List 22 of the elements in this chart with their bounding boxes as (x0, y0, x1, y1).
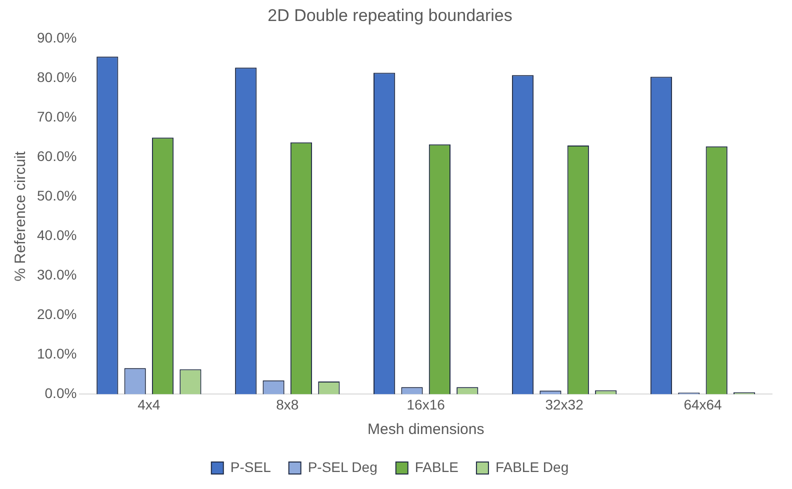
y-tick-label: 20.0% (36, 306, 77, 322)
legend-label: P-SEL Deg (308, 458, 378, 475)
y-tick-label: 70.0% (36, 108, 77, 124)
y-tick-label: 10.0% (36, 346, 77, 362)
chart-title: 2D Double repeating boundaries (268, 6, 512, 25)
legend-label: FABLE (414, 458, 458, 475)
x-tick-label: 64x64 (684, 396, 722, 412)
y-tick-label: 0.0% (44, 385, 77, 402)
y-tick-label: 40.0% (36, 226, 77, 243)
x-tick-label: 4x4 (138, 396, 160, 412)
x-tick-label: 16x16 (406, 396, 446, 412)
y-axis-title: % Reference circuit (12, 150, 30, 282)
y-tick-label: 90.0% (36, 29, 77, 46)
y-tick-label: 50.0% (36, 187, 77, 204)
legend-label: FABLE Deg (495, 458, 569, 475)
legend-label: P-SEL (230, 458, 272, 475)
x-tick-label: 32x32 (545, 396, 584, 412)
x-tick-label: 8x8 (276, 396, 299, 412)
y-tick-label: 80.0% (36, 68, 77, 85)
y-tick-label: 60.0% (36, 148, 77, 164)
x-axis-title: Mesh dimensions (367, 421, 484, 438)
y-tick-label: 30.0% (36, 266, 77, 282)
